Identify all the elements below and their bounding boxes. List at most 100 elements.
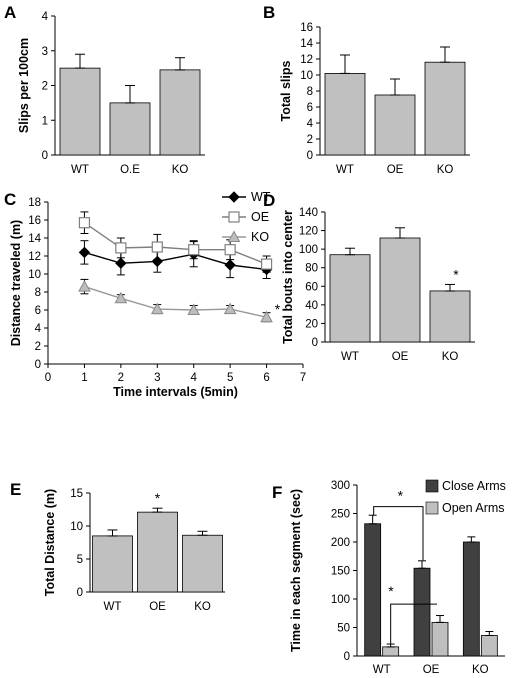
error-bar [125,85,135,104]
bar [329,254,371,343]
y-tick-label: 6 [307,102,313,114]
y-axis-label: Total Distance (m) [43,489,57,596]
panel-letter: C [4,190,16,209]
legend-label: KO [251,230,269,244]
x-tick-label: WT [104,601,122,613]
panel-letter: A [4,3,16,22]
error-bar [197,530,208,536]
significance-star: * [388,583,394,599]
panel-letter: B [263,3,275,22]
y-tick-label: 12 [28,251,41,263]
bar [429,290,471,343]
y-tick-label: 5 [77,554,83,566]
error-bar [418,560,426,569]
legend-label: Close Arms [442,479,506,493]
y-tick-label: 0 [77,587,83,599]
bar-Open Arms [431,621,449,657]
data-point [78,280,91,292]
x-tick-label: KO [172,164,189,176]
data-point [150,302,164,315]
y-tick-label: 3 [42,46,48,58]
y-tick-label: 14 [300,38,313,50]
significance-star: * [155,490,161,506]
bar [374,94,416,156]
y-tick-label: 16 [300,22,313,34]
y-tick-label: 10 [28,269,41,281]
error-bar [440,46,450,63]
y-tick-label: 12 [300,54,313,66]
x-axis-label: Time intervals (5min) [113,385,238,399]
error-bar [345,247,355,256]
bar [137,511,178,593]
significance-star: * [453,266,459,282]
x-tick-label: WT [71,164,89,176]
x-tick-label: 6 [263,372,269,384]
y-tick-label: 18 [28,197,41,209]
y-tick-label: 150 [331,566,350,578]
bar [182,534,223,593]
bar [424,61,466,156]
error-bar [445,283,455,292]
error-bar [175,57,185,71]
y-tick-label: 2 [35,341,41,353]
y-tick-label: 10 [300,70,313,82]
x-tick-label: KO [194,601,211,613]
x-tick-label: KO [437,164,454,176]
bar-Open Arms [480,635,498,657]
data-point [223,302,237,315]
x-tick-label: KO [442,351,459,363]
series-line [84,222,267,265]
data-point [151,241,163,253]
y-tick-label: 8 [307,86,313,98]
series-line [84,285,267,318]
x-tick-label: OE [387,164,404,176]
data-point [78,217,91,229]
error-bar [485,630,494,636]
series-WT [78,240,273,279]
bar-Close Arms [364,523,382,657]
error-bar [386,643,395,648]
x-tick-label: 1 [81,372,87,384]
y-tick-label: 10 [70,521,83,533]
x-tick-label: 3 [154,372,160,384]
series-KO [78,278,273,323]
y-tick-label: 100 [299,244,318,256]
y-axis-label: Total bouts into center [281,210,295,344]
x-tick-label: OE [392,351,409,363]
data-point [114,291,128,304]
y-tick-label: 0 [307,150,313,162]
panel-letter: E [10,480,21,499]
y-tick-label: 20 [305,318,318,330]
legend-label: OE [251,210,269,224]
data-point [188,244,200,256]
y-tick-label: 0 [42,150,48,162]
y-axis-label: Total slips [279,61,293,122]
error-bar [395,227,405,239]
legend-label: Open Arms [442,501,505,515]
data-point [187,303,201,315]
legend-swatch [425,479,439,493]
bar-Close Arms [462,541,480,657]
y-tick-label: 2 [42,81,48,93]
legend-swatch [425,501,439,515]
y-tick-label: 14 [28,233,41,245]
y-tick-label: 60 [305,281,318,293]
data-point [224,244,236,256]
error-bar [467,536,476,543]
bar [159,69,201,156]
y-tick-label: 80 [305,263,318,275]
legend-marker [227,230,241,242]
y-tick-label: 6 [35,305,41,317]
data-point [224,259,236,271]
x-tick-label: 7 [300,372,306,384]
series-line [84,251,267,271]
y-tick-label: 100 [331,594,350,606]
x-tick-label: 2 [118,372,124,384]
legend-marker [228,191,240,203]
y-tick-label: 4 [307,118,314,130]
legend-marker [228,211,240,223]
bar [379,237,421,343]
y-axis-label: Slips per 100cm [17,38,31,133]
x-tick-label: WT [341,351,359,363]
y-tick-label: 0 [344,651,350,663]
